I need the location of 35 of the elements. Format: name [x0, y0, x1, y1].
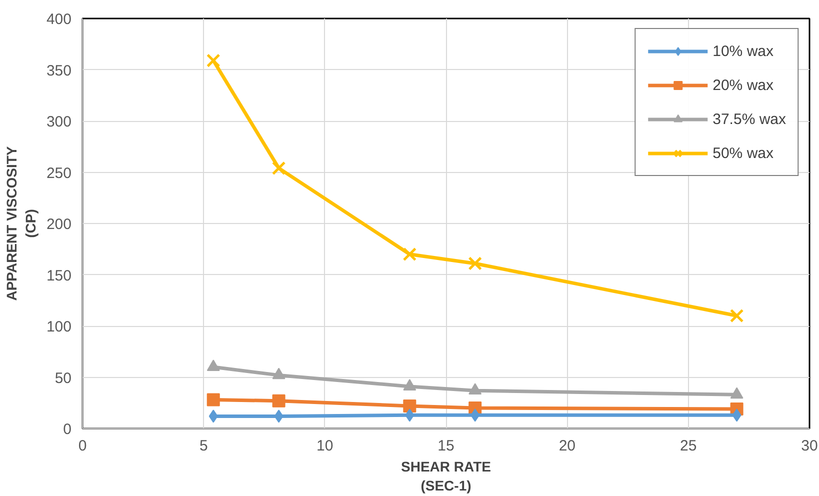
point: [274, 410, 284, 423]
point: [206, 54, 220, 68]
point: [206, 393, 220, 406]
point: [272, 394, 286, 408]
y-tick-label: 100: [46, 318, 72, 336]
point: [208, 410, 218, 423]
x-axis-title: SHEAR RATE (SEC-1): [401, 458, 491, 494]
point: [732, 408, 742, 422]
point: [468, 256, 482, 270]
x-tick-label: 10: [316, 438, 334, 454]
point: [403, 399, 416, 412]
x-tick-label: 25: [680, 438, 697, 454]
point: [272, 161, 286, 176]
y-tick-label: 50: [54, 370, 72, 387]
legend-label: 10% wax: [712, 42, 774, 60]
x-tick-label: 30: [801, 438, 818, 454]
x-tick-label: 0: [78, 438, 87, 454]
point: [405, 408, 414, 422]
x-tick-label: 15: [438, 438, 454, 454]
y-tick-label: 250: [46, 164, 72, 182]
y-axis-title: APPARENT VISCOSITY (CP): [3, 146, 38, 301]
x-tick-label: 5: [199, 438, 208, 454]
y-tick-label: 200: [46, 216, 72, 233]
legend-label: 37.5% wax: [712, 110, 786, 128]
point: [470, 408, 480, 422]
y-tick-label: 150: [46, 267, 72, 284]
y-tick-label: 400: [46, 11, 72, 28]
point: [730, 308, 744, 323]
y-tick-label: 300: [46, 114, 72, 130]
legend-label: 20% wax: [712, 76, 774, 94]
legend-label: 50% wax: [712, 144, 774, 162]
point: [402, 247, 417, 262]
y-tick-label: 0: [63, 421, 72, 438]
x-tick-label: 20: [558, 438, 576, 454]
y-tick-label: 350: [46, 62, 72, 80]
